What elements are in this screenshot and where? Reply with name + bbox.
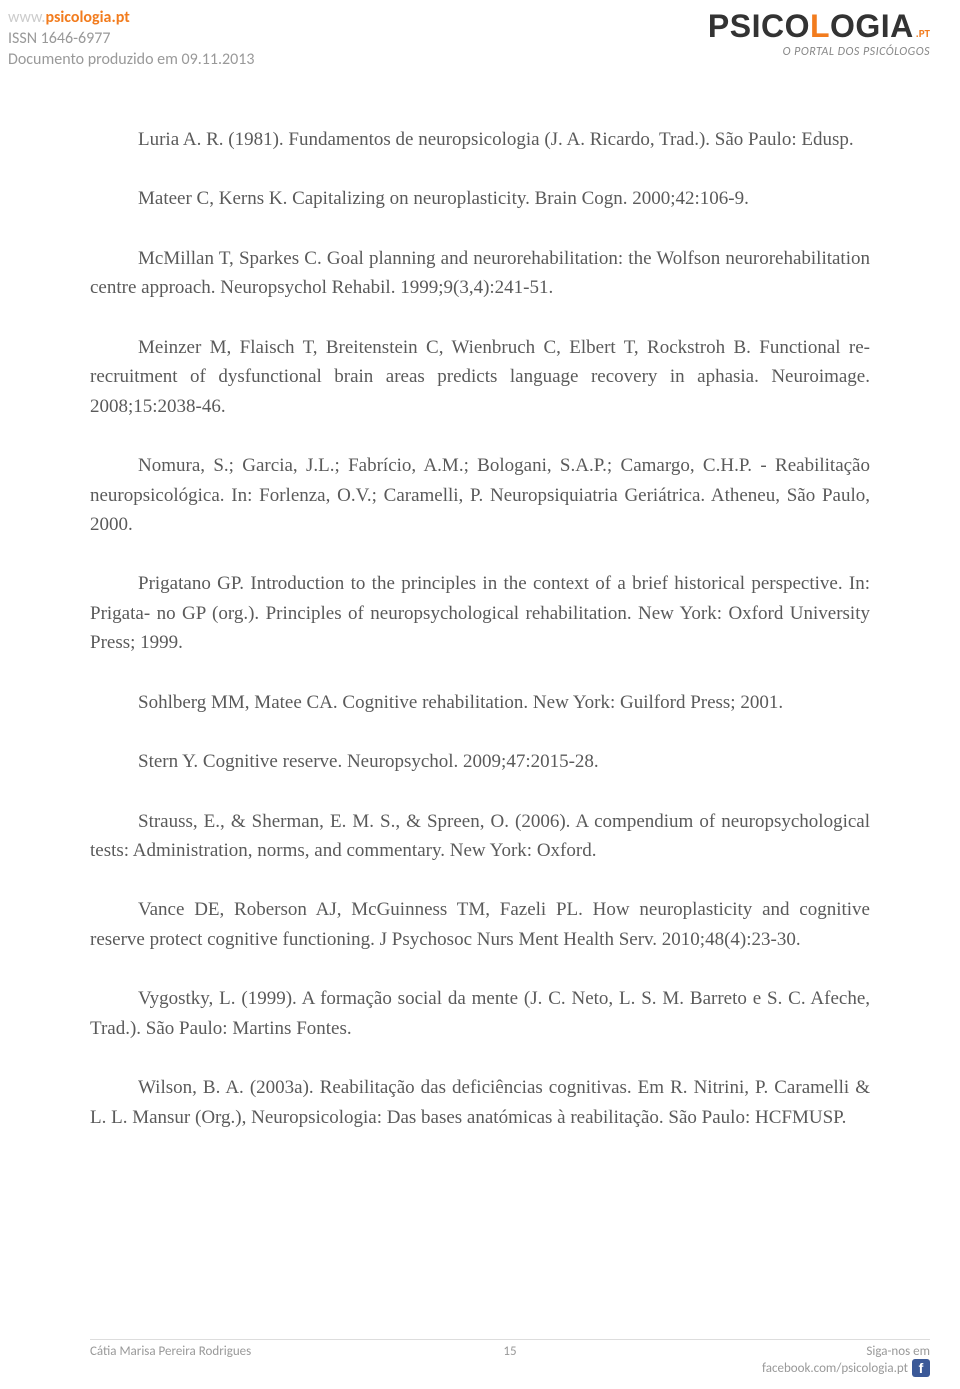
site-url: www.psicologia.pt bbox=[8, 8, 254, 29]
follow-label: Siga-nos em bbox=[866, 1344, 930, 1359]
reference-item: Vygostky, L. (1999). A formação social d… bbox=[90, 984, 870, 1043]
reference-item: Sohlberg MM, Matee CA. Cognitive rehabil… bbox=[90, 688, 870, 717]
footer-author: Cátia Marisa Pereira Rodrigues bbox=[90, 1344, 251, 1359]
reference-item: Mateer C, Kerns K. Capitalizing on neuro… bbox=[90, 184, 870, 213]
url-prefix: www. bbox=[8, 8, 45, 27]
logo-wrap: PSICOLOGIA .PT bbox=[708, 8, 930, 45]
logo-suffix: .PT bbox=[916, 27, 930, 40]
doc-date: Documento produzido em 09.11.2013 bbox=[8, 50, 254, 71]
reference-item: McMillan T, Sparkes C. Goal planning and… bbox=[90, 244, 870, 303]
header-meta: www.psicologia.pt ISSN 1646-6977 Documen… bbox=[8, 8, 254, 70]
reference-item: Meinzer M, Flaisch T, Breitenstein C, Wi… bbox=[90, 333, 870, 421]
reference-item: Vance DE, Roberson AJ, McGuinness TM, Fa… bbox=[90, 895, 870, 954]
logo-text-pre: PSICO bbox=[708, 8, 810, 45]
logo-subtitle: O PORTAL DOS PSICÓLOGOS bbox=[708, 45, 930, 59]
reference-item: Nomura, S.; Garcia, J.L.; Fabrício, A.M.… bbox=[90, 451, 870, 539]
logo-text-post: OGIA bbox=[830, 8, 914, 45]
reference-item: Luria A. R. (1981). Fundamentos de neuro… bbox=[90, 125, 870, 154]
page-footer: Cátia Marisa Pereira Rodrigues 15 Siga-n… bbox=[90, 1339, 930, 1377]
facebook-icon: f bbox=[912, 1359, 930, 1377]
logo-accent: L bbox=[810, 8, 830, 45]
page-number: 15 bbox=[503, 1344, 516, 1359]
reference-item: Wilson, B. A. (2003a). Reabilitação das … bbox=[90, 1073, 870, 1132]
issn-text: ISSN 1646-6977 bbox=[8, 29, 254, 50]
page-header: www.psicologia.pt ISSN 1646-6977 Documen… bbox=[8, 8, 930, 70]
references-section: Luria A. R. (1981). Fundamentos de neuro… bbox=[90, 125, 870, 1162]
facebook-link[interactable]: facebook.com/psicologia.pt f bbox=[762, 1359, 930, 1377]
reference-item: Strauss, E., & Sherman, E. M. S., & Spre… bbox=[90, 807, 870, 866]
facebook-url: facebook.com/psicologia.pt bbox=[762, 1361, 908, 1376]
reference-item: Prigatano GP. Introduction to the princi… bbox=[90, 569, 870, 657]
site-logo: PSICOLOGIA .PT O PORTAL DOS PSICÓLOGOS bbox=[708, 8, 930, 59]
footer-social: Siga-nos em facebook.com/psicologia.pt f bbox=[762, 1344, 930, 1377]
reference-item: Stern Y. Cognitive reserve. Neuropsychol… bbox=[90, 747, 870, 776]
url-main: psicologia.pt bbox=[45, 8, 129, 27]
